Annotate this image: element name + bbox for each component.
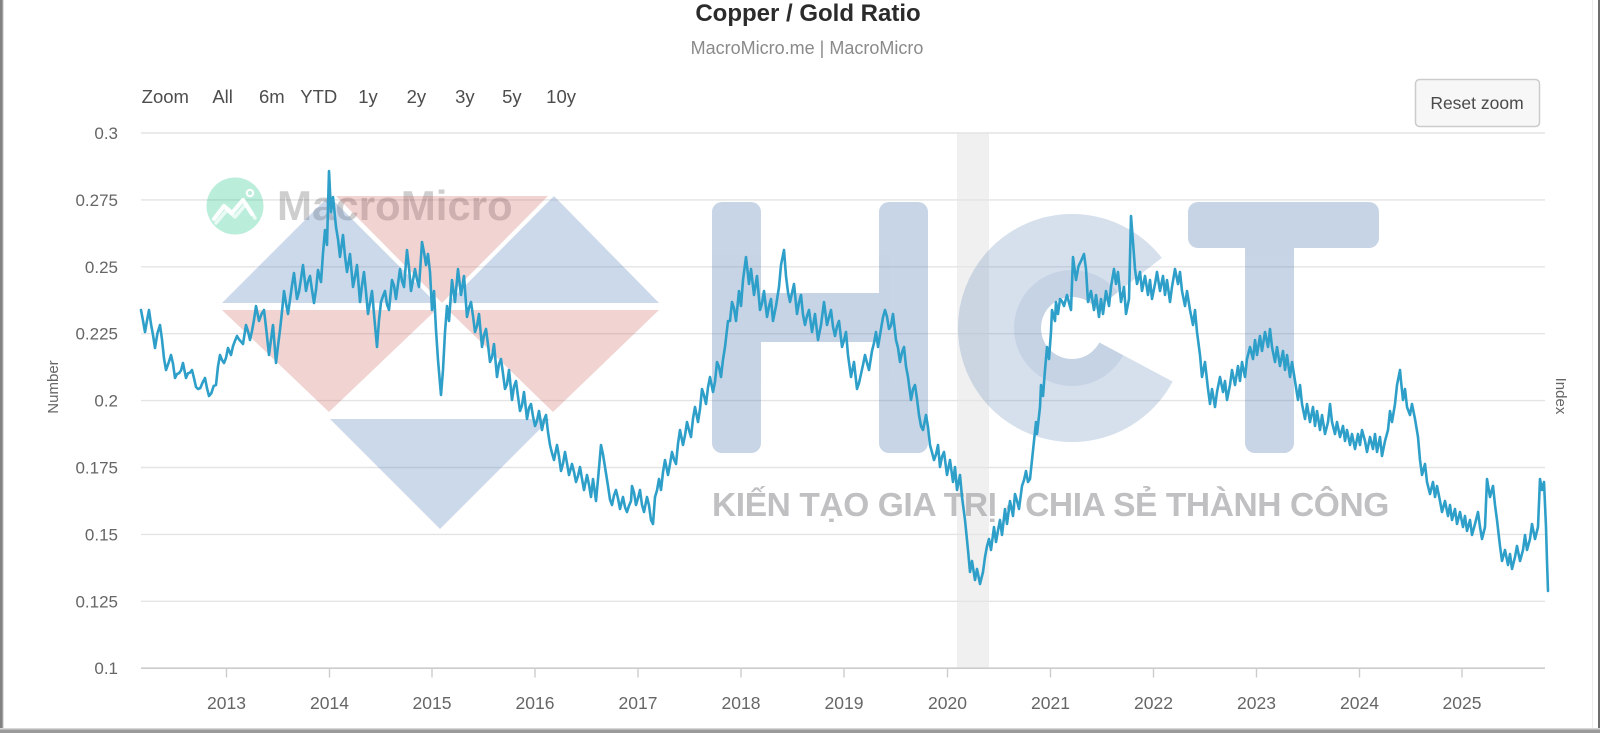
svg-text:2013: 2013 <box>207 693 246 713</box>
svg-text:2014: 2014 <box>310 693 349 713</box>
svg-text:2y: 2y <box>407 86 427 107</box>
svg-text:Zoom: Zoom <box>142 86 189 107</box>
svg-text:KIẾN TẠO GIA TRỊ - CHIA SẺ THÀ: KIẾN TẠO GIA TRỊ - CHIA SẺ THÀNH CÔNG <box>712 485 1389 524</box>
svg-text:Number: Number <box>45 360 62 413</box>
svg-text:0.225: 0.225 <box>75 325 118 344</box>
svg-text:0.15: 0.15 <box>85 525 118 544</box>
svg-text:1y: 1y <box>358 86 378 107</box>
svg-text:2016: 2016 <box>516 693 555 713</box>
svg-text:0.2: 0.2 <box>94 392 118 411</box>
svg-text:MacroMicro.me | MacroMicro: MacroMicro.me | MacroMicro <box>691 38 924 58</box>
svg-text:0.125: 0.125 <box>75 592 118 611</box>
svg-text:5y: 5y <box>502 86 522 107</box>
svg-text:2024: 2024 <box>1340 693 1379 713</box>
svg-text:3y: 3y <box>455 86 475 107</box>
svg-text:0.25: 0.25 <box>85 258 118 277</box>
svg-text:2020: 2020 <box>928 693 967 713</box>
svg-text:0.275: 0.275 <box>75 191 118 210</box>
svg-text:0.1: 0.1 <box>94 659 118 678</box>
svg-text:Index: Index <box>1552 378 1569 415</box>
svg-text:0.175: 0.175 <box>75 459 118 478</box>
svg-text:All: All <box>212 86 233 107</box>
svg-text:2022: 2022 <box>1134 693 1173 713</box>
svg-text:10y: 10y <box>546 86 577 107</box>
svg-text:MacroMicro: MacroMicro <box>277 182 513 229</box>
svg-text:YTD: YTD <box>300 86 337 107</box>
svg-text:2021: 2021 <box>1031 693 1070 713</box>
svg-text:2019: 2019 <box>825 693 864 713</box>
svg-text:6m: 6m <box>259 86 285 107</box>
svg-text:2017: 2017 <box>619 693 658 713</box>
svg-text:2023: 2023 <box>1237 693 1276 713</box>
svg-text:2015: 2015 <box>413 693 452 713</box>
svg-text:0.3: 0.3 <box>94 124 118 143</box>
svg-text:Reset zoom: Reset zoom <box>1430 93 1523 113</box>
svg-text:2018: 2018 <box>722 693 761 713</box>
svg-text:2025: 2025 <box>1443 693 1482 713</box>
svg-text:Copper / Gold Ratio: Copper / Gold Ratio <box>695 0 920 27</box>
